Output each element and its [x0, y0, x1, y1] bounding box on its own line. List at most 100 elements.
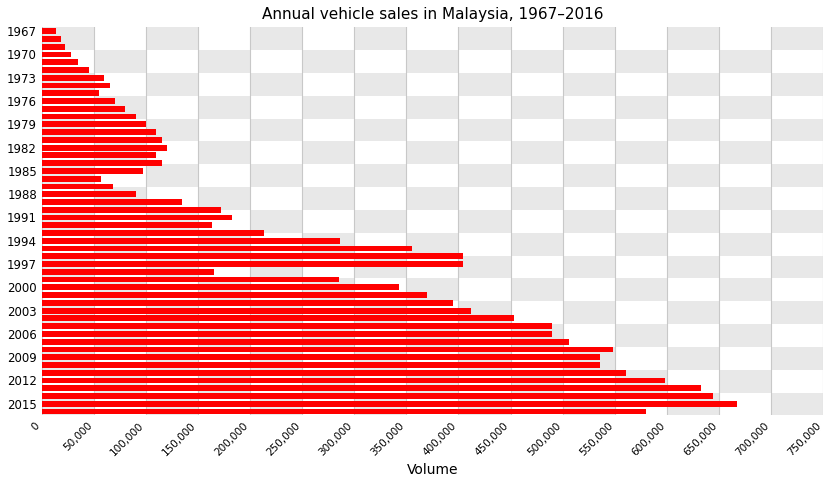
Bar: [198, 324, 250, 347]
Bar: [42, 141, 94, 164]
Bar: [198, 370, 250, 393]
Bar: [198, 164, 250, 187]
Bar: [615, 301, 666, 324]
Bar: [354, 210, 407, 233]
Bar: [42, 210, 94, 233]
Bar: [42, 73, 94, 96]
Bar: [250, 210, 302, 233]
Bar: [458, 256, 510, 278]
Bar: [510, 370, 563, 393]
Bar: [563, 119, 615, 141]
Bar: [510, 210, 563, 233]
Bar: [719, 233, 771, 256]
Bar: [666, 141, 719, 164]
Bar: [94, 27, 146, 50]
Bar: [42, 370, 626, 376]
Bar: [666, 27, 719, 50]
Bar: [42, 50, 94, 73]
Bar: [666, 233, 719, 256]
Bar: [771, 141, 823, 164]
Bar: [510, 187, 563, 210]
Bar: [615, 324, 666, 347]
Bar: [42, 176, 101, 182]
Bar: [94, 187, 146, 210]
Bar: [458, 301, 510, 324]
Bar: [666, 73, 719, 96]
Bar: [42, 254, 462, 259]
Bar: [771, 233, 823, 256]
Bar: [42, 278, 94, 301]
Bar: [302, 393, 354, 415]
Bar: [42, 36, 61, 42]
Bar: [42, 292, 427, 298]
Bar: [302, 141, 354, 164]
Bar: [42, 269, 213, 275]
Bar: [666, 50, 719, 73]
Bar: [615, 278, 666, 301]
Bar: [615, 393, 666, 415]
Bar: [407, 393, 458, 415]
Bar: [94, 73, 146, 96]
Bar: [771, 27, 823, 50]
Bar: [250, 233, 302, 256]
Bar: [719, 210, 771, 233]
Bar: [771, 370, 823, 393]
Bar: [146, 233, 198, 256]
Bar: [458, 210, 510, 233]
Bar: [666, 347, 719, 370]
Bar: [563, 393, 615, 415]
Bar: [146, 301, 198, 324]
Bar: [42, 308, 471, 314]
Bar: [42, 145, 167, 151]
Bar: [302, 96, 354, 119]
Bar: [458, 187, 510, 210]
Bar: [407, 73, 458, 96]
Bar: [146, 50, 198, 73]
Bar: [250, 141, 302, 164]
Bar: [407, 27, 458, 50]
Bar: [146, 96, 198, 119]
Bar: [198, 210, 250, 233]
Bar: [458, 233, 510, 256]
Bar: [302, 301, 354, 324]
Bar: [42, 245, 412, 251]
Bar: [42, 137, 162, 143]
Bar: [42, 75, 105, 81]
Bar: [771, 256, 823, 278]
Bar: [354, 347, 407, 370]
Bar: [42, 324, 94, 347]
Bar: [407, 96, 458, 119]
Bar: [42, 301, 94, 324]
Bar: [563, 164, 615, 187]
Bar: [719, 96, 771, 119]
Bar: [719, 370, 771, 393]
Bar: [563, 141, 615, 164]
Bar: [42, 164, 94, 187]
Bar: [719, 301, 771, 324]
Bar: [771, 324, 823, 347]
Bar: [615, 256, 666, 278]
Bar: [198, 141, 250, 164]
Bar: [510, 164, 563, 187]
Bar: [42, 285, 399, 290]
Bar: [666, 164, 719, 187]
Bar: [42, 393, 713, 399]
Bar: [94, 256, 146, 278]
Bar: [563, 73, 615, 96]
Bar: [771, 164, 823, 187]
Bar: [42, 168, 143, 174]
Bar: [94, 50, 146, 73]
Bar: [146, 370, 198, 393]
Bar: [94, 370, 146, 393]
Bar: [563, 278, 615, 301]
Bar: [563, 256, 615, 278]
Bar: [146, 119, 198, 141]
Bar: [146, 164, 198, 187]
Bar: [458, 278, 510, 301]
Bar: [146, 324, 198, 347]
Bar: [42, 83, 110, 89]
Bar: [42, 362, 600, 368]
Bar: [510, 233, 563, 256]
Bar: [719, 278, 771, 301]
Bar: [354, 278, 407, 301]
